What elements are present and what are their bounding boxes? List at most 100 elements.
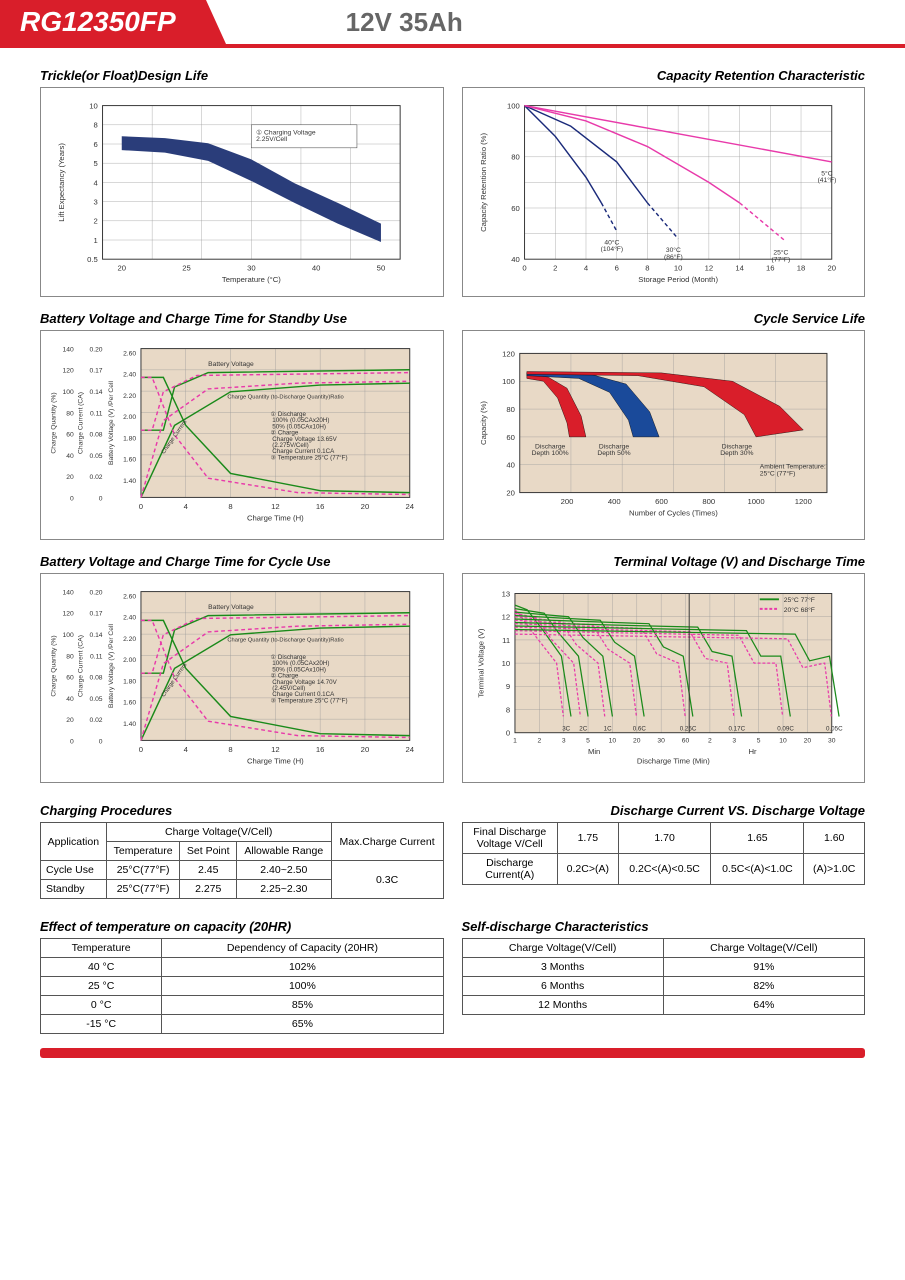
svg-text:4: 4 bbox=[93, 178, 98, 187]
svg-text:2: 2 bbox=[93, 217, 97, 226]
chart-cyclecharge: 1401201008060402000.200.170.140.110.080.… bbox=[40, 573, 444, 783]
svg-text:0.08: 0.08 bbox=[89, 675, 102, 682]
th-dc: Discharge Current(A) bbox=[462, 854, 558, 885]
svg-text:1C: 1C bbox=[603, 726, 611, 733]
chart-standby: 1401201008060402000.200.170.140.110.080.… bbox=[40, 330, 444, 540]
svg-text:20: 20 bbox=[361, 502, 370, 511]
svg-text:4: 4 bbox=[184, 745, 189, 754]
svg-text:16: 16 bbox=[766, 264, 775, 273]
svg-text:10: 10 bbox=[608, 737, 616, 744]
svg-text:Terminal Voltage (V): Terminal Voltage (V) bbox=[476, 628, 485, 698]
svg-text:120: 120 bbox=[502, 349, 515, 358]
svg-text:40: 40 bbox=[312, 264, 321, 273]
th-temp: Temperature bbox=[106, 842, 180, 861]
svg-text:3C: 3C bbox=[562, 726, 570, 733]
svg-text:1.80: 1.80 bbox=[123, 678, 136, 685]
svg-text:0: 0 bbox=[70, 738, 74, 745]
svg-text:1: 1 bbox=[93, 236, 97, 245]
svg-text:2: 2 bbox=[537, 737, 541, 744]
table-selfdis: Charge Voltage(V/Cell) Charge Voltage(V/… bbox=[462, 938, 866, 1015]
svg-text:80: 80 bbox=[66, 410, 74, 417]
svg-text:8: 8 bbox=[228, 745, 232, 754]
svg-text:5: 5 bbox=[93, 159, 97, 168]
svg-text:0.05: 0.05 bbox=[89, 453, 102, 460]
svg-text:8: 8 bbox=[645, 264, 649, 273]
svg-text:120: 120 bbox=[63, 368, 74, 375]
svg-text:24: 24 bbox=[405, 745, 414, 754]
svg-text:Temperature (°C): Temperature (°C) bbox=[222, 275, 281, 284]
svg-text:DischargeDepth 50%: DischargeDepth 50% bbox=[597, 443, 630, 457]
svg-text:3: 3 bbox=[732, 737, 736, 744]
table-row: 3 Months91% bbox=[462, 958, 865, 977]
svg-text:60: 60 bbox=[506, 433, 515, 442]
svg-text:1.40: 1.40 bbox=[123, 721, 136, 728]
svg-text:1.80: 1.80 bbox=[123, 435, 136, 442]
svg-text:1000: 1000 bbox=[747, 497, 764, 506]
table-title-dischargev: Discharge Current VS. Discharge Voltage bbox=[462, 803, 866, 818]
svg-text:1.40: 1.40 bbox=[123, 478, 136, 485]
svg-text:20: 20 bbox=[117, 264, 126, 273]
th-range: Allowable Range bbox=[236, 842, 331, 861]
svg-text:0.08: 0.08 bbox=[89, 432, 102, 439]
svg-text:20°C 68°F: 20°C 68°F bbox=[783, 606, 814, 614]
svg-text:Number of Cycles (Times): Number of Cycles (Times) bbox=[628, 509, 717, 518]
svg-text:Storage Period (Month): Storage Period (Month) bbox=[638, 275, 718, 284]
svg-text:60: 60 bbox=[511, 204, 520, 213]
table-title-tempeffect: Effect of temperature on capacity (20HR) bbox=[40, 919, 444, 934]
svg-text:8: 8 bbox=[93, 121, 97, 130]
svg-text:0.05: 0.05 bbox=[89, 696, 102, 703]
svg-text:60: 60 bbox=[66, 675, 74, 682]
svg-text:5°C(41°F): 5°C(41°F) bbox=[817, 169, 836, 184]
svg-text:Charge Current (CA): Charge Current (CA) bbox=[77, 392, 84, 454]
svg-text:2.20: 2.20 bbox=[123, 393, 136, 400]
table-row: 40 °C102% bbox=[41, 958, 444, 977]
chart-title-cyclecharge: Battery Voltage and Charge Time for Cycl… bbox=[40, 554, 444, 569]
table-row: 0 °C85% bbox=[41, 996, 444, 1015]
svg-text:200: 200 bbox=[560, 497, 573, 506]
svg-text:12: 12 bbox=[271, 745, 280, 754]
svg-text:140: 140 bbox=[63, 346, 74, 353]
table-tempeffect: Temperature Dependency of Capacity (20HR… bbox=[40, 938, 444, 1034]
svg-text:5: 5 bbox=[586, 737, 590, 744]
svg-text:0.05C: 0.05C bbox=[825, 726, 842, 733]
svg-text:10: 10 bbox=[89, 101, 98, 110]
svg-text:0.11: 0.11 bbox=[90, 410, 103, 417]
svg-text:1: 1 bbox=[513, 737, 517, 744]
model-number: RG12350FP bbox=[0, 0, 206, 44]
svg-text:20: 20 bbox=[361, 745, 370, 754]
chart-title-cyclelife: Cycle Service Life bbox=[462, 311, 866, 326]
svg-text:Capacity (%): Capacity (%) bbox=[479, 401, 488, 445]
svg-text:800: 800 bbox=[702, 497, 715, 506]
table-title-selfdis: Self-discharge Characteristics bbox=[462, 919, 866, 934]
chart-discharge: 13121110980Terminal Voltage (V)123510203… bbox=[462, 573, 866, 783]
svg-text:4: 4 bbox=[184, 502, 189, 511]
svg-text:120: 120 bbox=[63, 611, 74, 618]
svg-text:100: 100 bbox=[502, 377, 515, 386]
svg-text:Capacity Retention Ratio (%): Capacity Retention Ratio (%) bbox=[479, 132, 488, 231]
svg-text:8: 8 bbox=[228, 502, 232, 511]
svg-text:2: 2 bbox=[553, 264, 557, 273]
svg-text:5: 5 bbox=[756, 737, 760, 744]
svg-text:30: 30 bbox=[828, 737, 836, 744]
svg-text:25°C 77°F: 25°C 77°F bbox=[783, 596, 814, 604]
svg-text:140: 140 bbox=[63, 589, 74, 596]
svg-text:DischargeDepth 100%: DischargeDepth 100% bbox=[531, 443, 568, 457]
svg-text:0.20: 0.20 bbox=[89, 346, 102, 353]
svg-text:Min: Min bbox=[587, 747, 599, 756]
table-row: -15 °C65% bbox=[41, 1015, 444, 1034]
svg-text:0: 0 bbox=[139, 502, 143, 511]
svg-text:Charge Quantity (%): Charge Quantity (%) bbox=[51, 392, 58, 453]
svg-text:Charge Quantity (%): Charge Quantity (%) bbox=[51, 635, 58, 696]
svg-text:0: 0 bbox=[139, 745, 143, 754]
svg-text:0.5: 0.5 bbox=[87, 255, 98, 264]
table-title-charging: Charging Procedures bbox=[40, 803, 444, 818]
svg-text:2.00: 2.00 bbox=[123, 657, 136, 664]
chart-title-discharge: Terminal Voltage (V) and Discharge Time bbox=[462, 554, 866, 569]
svg-text:30°C(86°F): 30°C(86°F) bbox=[663, 246, 682, 261]
chart-cyclelife: 1201008060402020040060080010001200Capaci… bbox=[462, 330, 866, 540]
svg-text:0.6C: 0.6C bbox=[632, 726, 646, 733]
svg-text:0.25C: 0.25C bbox=[679, 726, 696, 733]
svg-text:2: 2 bbox=[708, 737, 712, 744]
svg-text:0.11: 0.11 bbox=[90, 653, 103, 660]
svg-text:0: 0 bbox=[505, 729, 509, 738]
